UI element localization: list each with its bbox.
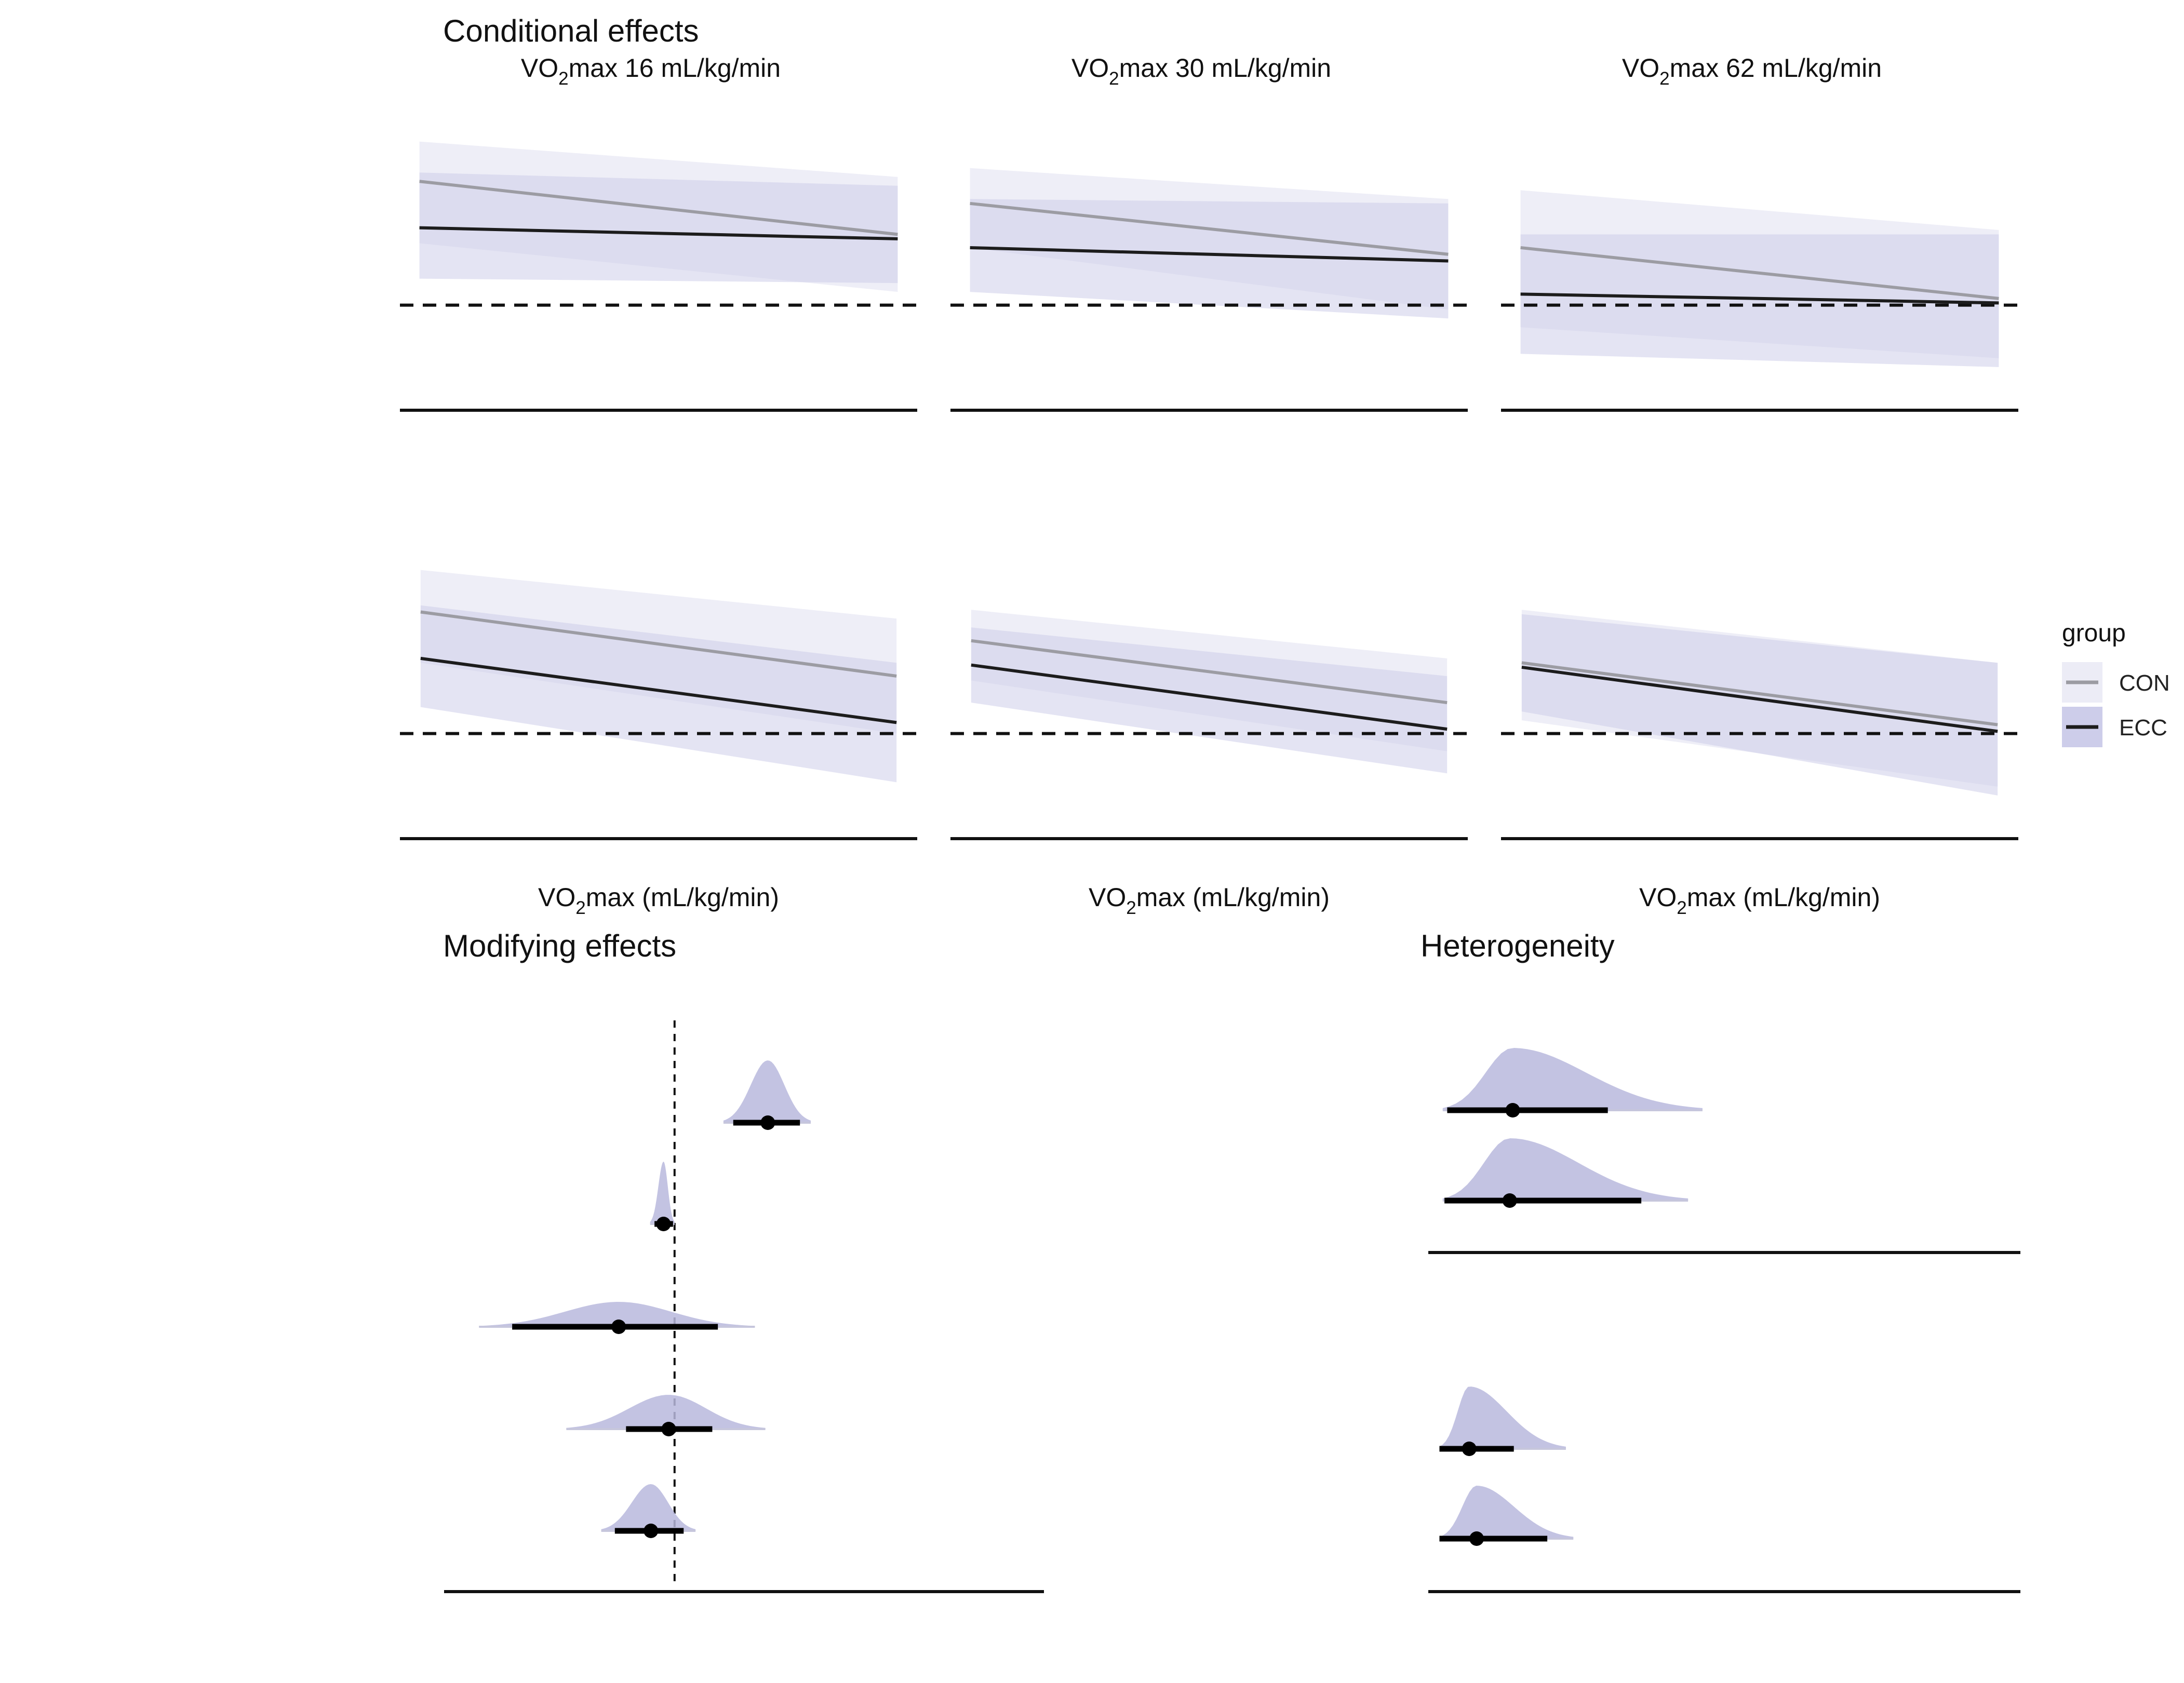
line-con bbox=[1521, 661, 1998, 726]
x-axis-label-pre: VO bbox=[1089, 883, 1126, 912]
line-ecc bbox=[1521, 665, 1998, 733]
line-con bbox=[971, 639, 1448, 705]
interval-row bbox=[723, 1060, 811, 1130]
ribbon-ecc bbox=[970, 199, 1449, 319]
ribbon-ecc bbox=[420, 605, 897, 783]
x-axis-label: VO2max (mL/kg/min) bbox=[1639, 883, 1880, 918]
section-title-conditional: Conditional effects bbox=[443, 14, 699, 48]
panel-title-pre: VO bbox=[521, 53, 558, 83]
point-estimate bbox=[656, 1217, 671, 1231]
density-shape bbox=[1439, 1386, 1566, 1449]
density-shape bbox=[1442, 1138, 1689, 1201]
panel-g bbox=[444, 1020, 1044, 1593]
panel-b: VO2max 30 mL/kg/min bbox=[950, 53, 1468, 412]
density-shape bbox=[566, 1395, 766, 1429]
section-title-modifying: Modifying effects bbox=[443, 928, 676, 963]
panel-title-post: max 16 mL/kg/min bbox=[569, 53, 781, 83]
line-con bbox=[419, 180, 898, 236]
interval-row bbox=[1442, 1048, 1703, 1117]
density-shape bbox=[650, 1162, 675, 1224]
x-axis-label-sub: 2 bbox=[1677, 898, 1686, 918]
x-axis-label-sub: 2 bbox=[575, 898, 585, 918]
panel-c: VO2max 62 mL/kg/min bbox=[1501, 53, 2018, 412]
panel-d: VO2max (mL/kg/min) bbox=[400, 570, 917, 918]
interval-row bbox=[479, 1302, 755, 1334]
panel-title: VO2max 30 mL/kg/min bbox=[1071, 53, 1331, 89]
panel-title-sub: 2 bbox=[1659, 69, 1669, 89]
density-shape bbox=[479, 1302, 755, 1327]
panel-title-post: max 62 mL/kg/min bbox=[1670, 53, 1882, 83]
panel-e: VO2max (mL/kg/min) bbox=[950, 610, 1468, 918]
legend-label-con: CON bbox=[2119, 670, 2170, 696]
point-estimate bbox=[611, 1320, 626, 1334]
interval-row bbox=[1439, 1386, 1566, 1456]
panel-h-lower bbox=[1428, 1386, 2020, 1593]
x-axis-label-sub: 2 bbox=[1126, 898, 1136, 918]
legend-label-ecc: ECC bbox=[2119, 715, 2167, 740]
panel-title-pre: VO bbox=[1622, 53, 1659, 83]
density-shape bbox=[1442, 1048, 1703, 1110]
point-estimate bbox=[1505, 1103, 1520, 1117]
ribbon-ecc bbox=[1521, 614, 1998, 796]
interval-row bbox=[601, 1484, 696, 1538]
interval-row bbox=[566, 1395, 766, 1436]
point-estimate bbox=[1502, 1193, 1517, 1208]
line-ecc bbox=[971, 663, 1448, 731]
point-estimate bbox=[1462, 1442, 1477, 1456]
ribbon-ecc bbox=[419, 172, 898, 284]
interval-row bbox=[1439, 1486, 1574, 1546]
line-con bbox=[420, 610, 897, 678]
x-axis-label-post: max (mL/kg/min) bbox=[1136, 883, 1330, 912]
panel-a: VO2max 16 mL/kg/min bbox=[400, 53, 917, 412]
x-axis-label-pre: VO bbox=[1639, 883, 1677, 912]
x-axis-label-post: max (mL/kg/min) bbox=[586, 883, 779, 912]
panel-title-post: max 30 mL/kg/min bbox=[1119, 53, 1331, 83]
interval-row bbox=[1442, 1138, 1689, 1208]
density-shape bbox=[601, 1484, 696, 1531]
panel-title: VO2max 16 mL/kg/min bbox=[521, 53, 781, 89]
x-axis-label: VO2max (mL/kg/min) bbox=[538, 883, 779, 918]
ribbon-ecc bbox=[1520, 234, 1999, 367]
density-shape bbox=[1439, 1486, 1574, 1539]
ribbon-ecc bbox=[971, 627, 1448, 774]
legend-title: group bbox=[2062, 620, 2126, 647]
line-ecc bbox=[970, 246, 1449, 263]
legend: group CON ECC bbox=[2062, 620, 2170, 747]
panel-title-sub: 2 bbox=[1109, 69, 1119, 89]
panel-f: VO2max (mL/kg/min) bbox=[1501, 610, 2018, 918]
line-con bbox=[1520, 246, 1999, 300]
point-estimate bbox=[760, 1115, 775, 1130]
density-shape bbox=[723, 1060, 811, 1123]
x-axis-label-post: max (mL/kg/min) bbox=[1687, 883, 1880, 912]
line-ecc bbox=[420, 656, 897, 724]
interval-row bbox=[650, 1162, 675, 1231]
x-axis-label: VO2max (mL/kg/min) bbox=[1089, 883, 1330, 918]
point-estimate bbox=[661, 1422, 676, 1436]
x-axis-label-pre: VO bbox=[538, 883, 575, 912]
point-estimate bbox=[1469, 1531, 1484, 1546]
section-title-heterogeneity: Heterogeneity bbox=[1421, 928, 1615, 963]
panel-title: VO2max 62 mL/kg/min bbox=[1622, 53, 1882, 89]
line-ecc bbox=[1520, 292, 1999, 305]
line-con bbox=[970, 201, 1449, 256]
panel-title-pre: VO bbox=[1071, 53, 1109, 83]
point-estimate bbox=[644, 1524, 659, 1538]
panel-h bbox=[1428, 1048, 2020, 1254]
panel-title-sub: 2 bbox=[558, 69, 568, 89]
line-ecc bbox=[419, 226, 898, 240]
